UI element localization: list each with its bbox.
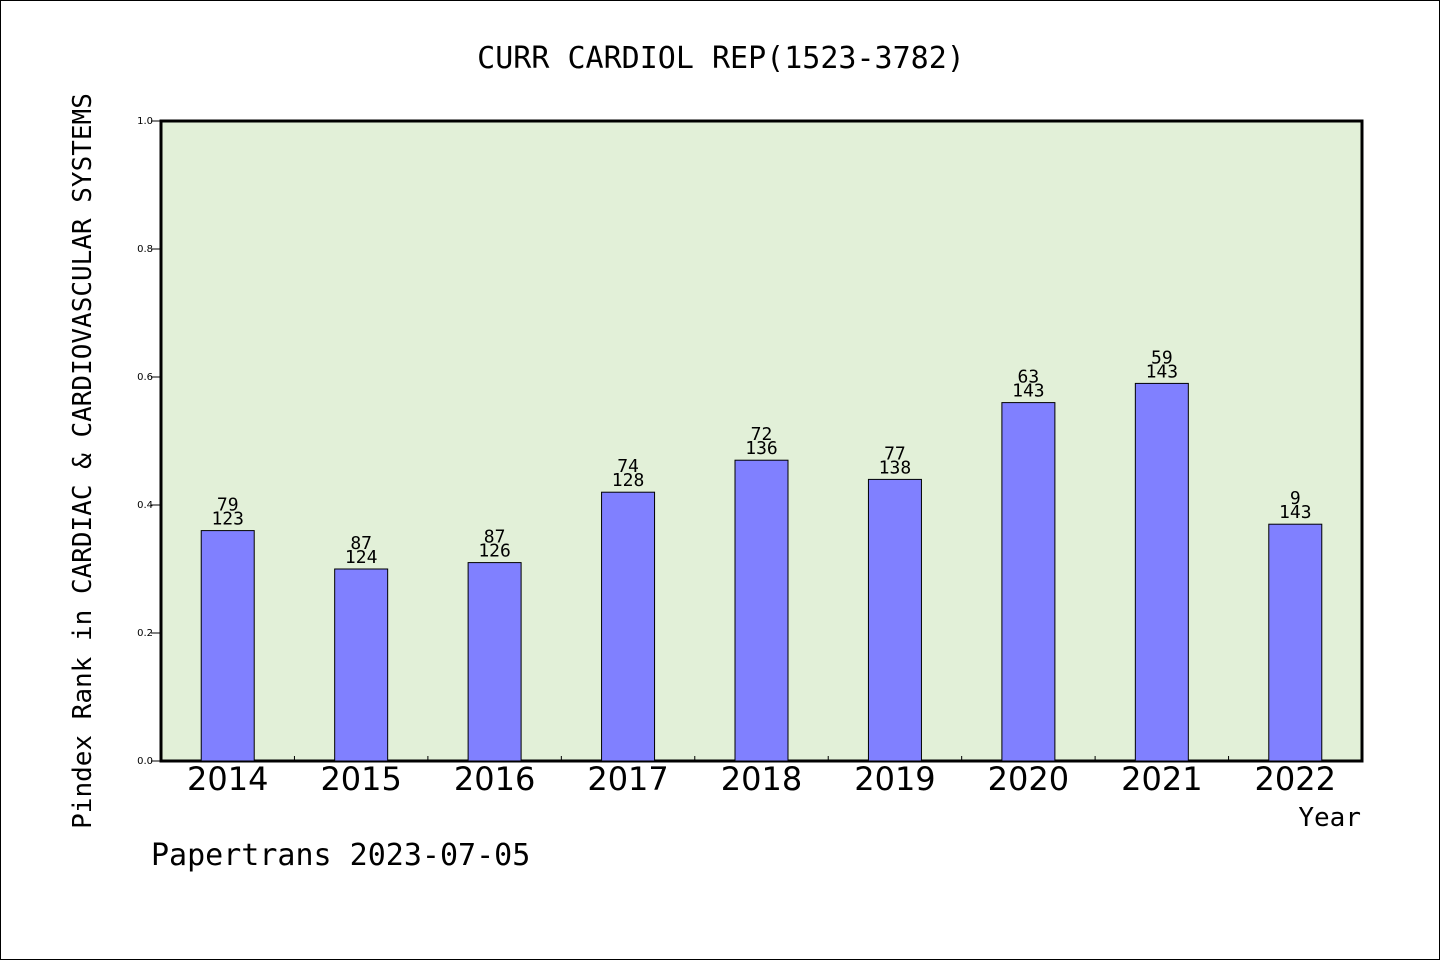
bar-label-total: 126 <box>478 541 511 562</box>
footer-credit: Papertrans 2023-07-05 <box>151 838 530 873</box>
bar-label-total: 143 <box>1012 381 1045 402</box>
bar <box>200 530 255 762</box>
bar-label-rank: 59 <box>1151 347 1173 368</box>
bar-label-rank: 74 <box>617 456 639 477</box>
x-tick-label: 2020 <box>988 760 1069 798</box>
chart-title: CURR CARDIOL REP(1523-3782) <box>477 41 965 76</box>
x-tick-label: 2017 <box>587 760 668 798</box>
bar <box>867 478 922 762</box>
bar <box>734 459 789 762</box>
y-axis-label: Pindex Rank in CARDIAC & CARDIOVASCULAR … <box>68 93 98 829</box>
bar <box>467 562 522 762</box>
y-tick-label: 0.8 <box>137 244 153 255</box>
bar-label-rank: 87 <box>350 533 372 554</box>
y-tick-label: 0.2 <box>137 628 153 639</box>
bar-label-total: 124 <box>345 547 378 568</box>
bar <box>334 568 389 762</box>
y-tick-label: 0.4 <box>137 500 153 511</box>
bar-label-rank: 63 <box>1018 367 1040 388</box>
y-axis: 0.0 0.2 0.4 0.6 0.8 1.0 <box>137 116 161 767</box>
bar-label-total: 143 <box>1146 361 1179 382</box>
x-tick-label: 2021 <box>1121 760 1202 798</box>
bar-label-total: 128 <box>612 470 645 491</box>
bar-label-rank: 72 <box>751 424 773 445</box>
x-tick-label: 2015 <box>320 760 401 798</box>
y-tick-label: 0.0 <box>137 756 153 767</box>
y-tick-label: 0.6 <box>137 372 153 383</box>
bar-label-total: 123 <box>211 509 244 530</box>
bar-label-rank: 87 <box>484 527 506 548</box>
bar-label-total: 138 <box>879 457 912 478</box>
bar-label-rank: 79 <box>217 495 239 516</box>
x-axis: 2014 2015 2016 2017 2018 2019 2020 2021 2022 <box>187 756 1336 798</box>
x-tick-label: 2016 <box>454 760 535 798</box>
bar-label-total: 143 <box>1279 502 1312 523</box>
bar-label-rank: 77 <box>884 443 906 464</box>
x-tick-label: 2022 <box>1255 760 1336 798</box>
bar-label-rank: 9 <box>1290 488 1301 509</box>
x-axis-label: Year <box>1298 803 1361 833</box>
bar <box>601 491 656 762</box>
bar-label-total: 136 <box>745 438 778 459</box>
bar <box>1134 382 1189 762</box>
bar <box>1001 402 1056 762</box>
x-tick-label: 2014 <box>187 760 268 798</box>
bar <box>1268 523 1323 762</box>
x-tick-label: 2018 <box>721 760 802 798</box>
x-tick-label: 2019 <box>854 760 935 798</box>
y-tick-label: 1.0 <box>137 116 153 127</box>
